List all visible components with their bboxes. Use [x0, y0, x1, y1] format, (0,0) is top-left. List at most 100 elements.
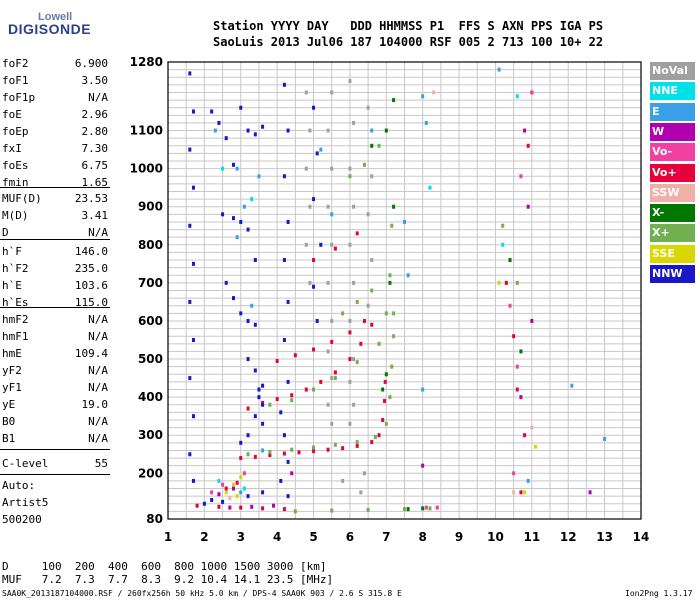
data-point: [268, 449, 272, 454]
data-point: [250, 504, 254, 509]
data-point: [279, 478, 283, 483]
legend-item: NNE: [650, 82, 695, 101]
data-point: [286, 128, 290, 133]
auto-artist: Artist5: [2, 496, 49, 509]
data-point: [253, 368, 257, 373]
param-row: hmF2 N/A: [2, 312, 108, 327]
param-name: yE: [2, 398, 16, 411]
data-point: [312, 445, 316, 450]
data-point: [352, 120, 356, 125]
data-point: [330, 90, 334, 95]
data-point: [504, 280, 508, 285]
param-row: D N/A: [2, 225, 108, 240]
param-value: 1.65: [81, 176, 109, 189]
param-row: fmin 1.65: [2, 175, 108, 190]
x-tick-label: 14: [633, 530, 650, 544]
data-point: [246, 318, 250, 323]
data-point: [191, 185, 195, 190]
param-name: foEs: [2, 159, 29, 172]
data-point: [428, 506, 432, 511]
data-point: [282, 82, 286, 87]
data-point: [246, 128, 250, 133]
data-point: [250, 303, 254, 308]
param-row: foEp 2.80: [2, 124, 108, 139]
data-point: [275, 358, 279, 363]
y-tick-label: 1100: [130, 124, 163, 138]
data-point: [432, 90, 436, 95]
data-point: [603, 437, 607, 442]
data-point: [370, 322, 374, 327]
parameter-panel: foF2 6.900 foF1 3.50 foF1p N/A foE 2.96 foEp 2.80…: [0, 56, 112, 536]
y-tick-label: 400: [138, 390, 163, 404]
param-row: M(D) 3.41: [2, 208, 108, 223]
data-point: [501, 223, 505, 228]
param-name: yF1: [2, 381, 22, 394]
data-point: [421, 463, 425, 468]
param-name: foF2: [2, 57, 29, 70]
data-point: [261, 448, 265, 453]
data-point: [282, 433, 286, 438]
data-point: [435, 505, 439, 510]
data-point: [246, 406, 250, 411]
data-point: [250, 197, 254, 202]
data-point: [348, 357, 352, 362]
data-point: [246, 227, 250, 232]
data-point: [319, 242, 323, 247]
data-point: [341, 446, 345, 451]
data-point: [362, 318, 366, 323]
data-point: [239, 505, 243, 510]
data-point: [210, 109, 214, 114]
param-value: N/A: [88, 381, 108, 394]
param-name: foE: [2, 108, 22, 121]
y-tick-label: 700: [138, 276, 163, 290]
param-name: foF1: [2, 74, 29, 87]
data-point: [519, 349, 523, 354]
x-tick-label: 4: [273, 530, 281, 544]
param-value: N/A: [88, 226, 108, 239]
data-point: [392, 334, 396, 339]
data-point: [242, 204, 246, 209]
logo-digisonde: DIGISONDE: [8, 21, 92, 37]
data-point: [330, 508, 334, 513]
data-point: [293, 509, 297, 514]
data-point: [290, 398, 294, 403]
data-point: [515, 387, 519, 392]
data-point: [341, 311, 345, 316]
param-row: fxI 7.30: [2, 141, 108, 156]
param-value: N/A: [88, 432, 108, 445]
data-point: [286, 459, 290, 464]
data-point: [515, 94, 519, 99]
data-point: [326, 402, 330, 407]
data-point: [246, 433, 250, 438]
data-point: [231, 482, 235, 487]
data-point: [188, 71, 192, 76]
data-point: [388, 273, 392, 278]
x-tick-label: 9: [455, 530, 463, 544]
version-footer: Ion2Png 1.3.17: [625, 589, 693, 598]
x-tick-label: 7: [382, 530, 390, 544]
data-point: [330, 376, 334, 381]
header-row-labels: Station YYYY DAY DDD HHMMSS P1 FFS S AXN…: [213, 19, 604, 33]
data-point: [275, 397, 279, 402]
data-point: [406, 507, 410, 512]
data-point: [428, 185, 432, 190]
param-row: yF2 N/A: [2, 363, 108, 378]
data-point: [366, 105, 370, 110]
data-point: [257, 395, 261, 400]
data-point: [370, 128, 374, 133]
data-point: [497, 280, 501, 285]
data-point: [221, 166, 225, 171]
data-point: [188, 147, 192, 152]
data-point: [312, 105, 316, 110]
data-point: [224, 490, 228, 495]
data-point: [377, 433, 381, 438]
legend-item: NoVal: [650, 62, 695, 80]
y-tick-label: 900: [138, 200, 163, 214]
data-point: [388, 280, 392, 285]
param-value: 6.900: [74, 57, 108, 70]
param-name: hmE: [2, 347, 22, 360]
data-point: [512, 490, 516, 495]
data-point: [355, 299, 359, 304]
data-point: [202, 501, 206, 506]
